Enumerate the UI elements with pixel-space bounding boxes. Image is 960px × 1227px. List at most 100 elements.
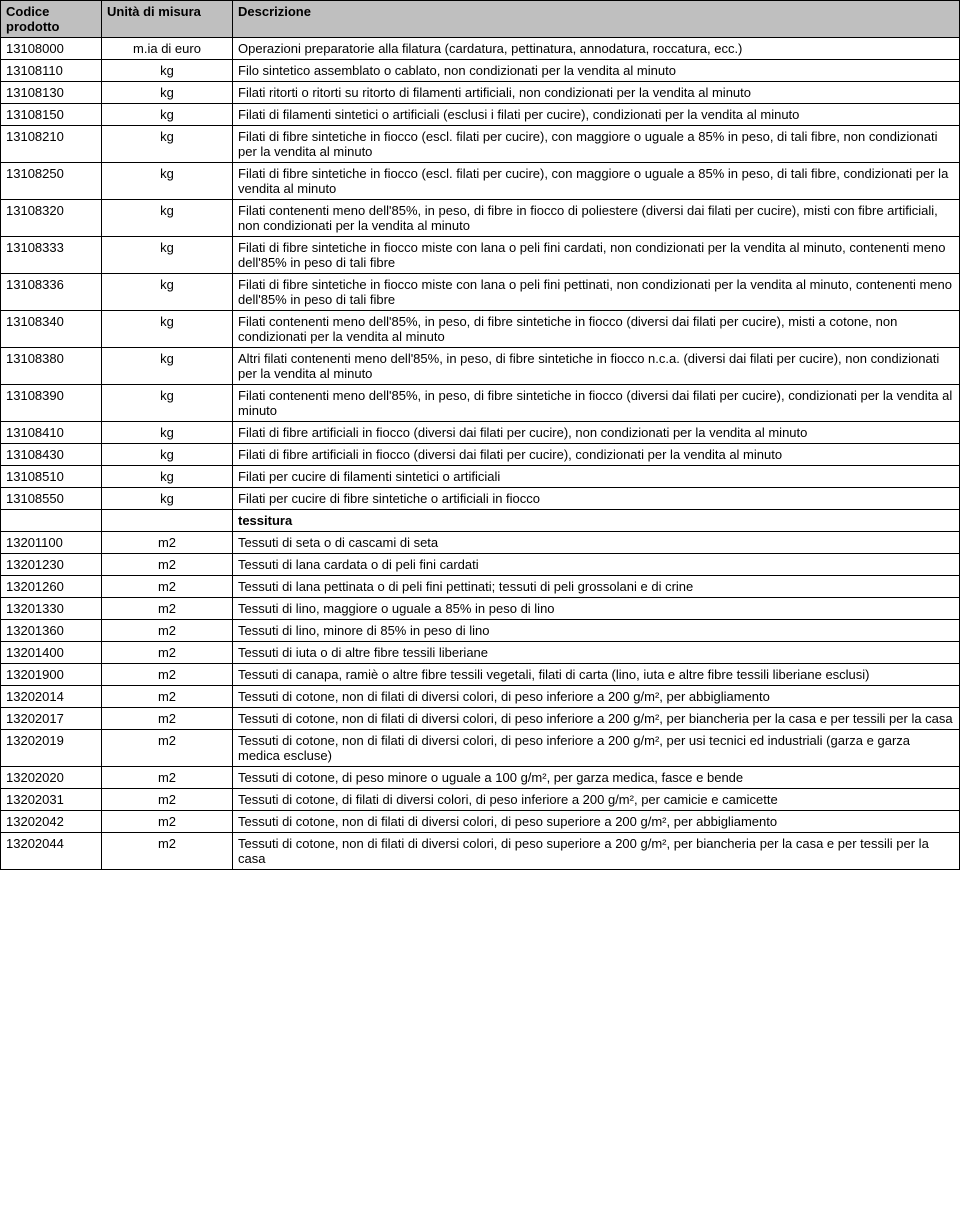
cell-code: 13108410 <box>1 422 102 444</box>
cell-unit: m2 <box>102 730 233 767</box>
table-row: 13108340kgFilati contenenti meno dell'85… <box>1 311 960 348</box>
cell-desc: Filati per cucire di filamenti sintetici… <box>233 466 960 488</box>
cell-unit: kg <box>102 385 233 422</box>
cell-desc: Tessuti di cotone, non di filati di dive… <box>233 811 960 833</box>
cell-desc: Filati contenenti meno dell'85%, in peso… <box>233 200 960 237</box>
table-row: 13201230m2Tessuti di lana cardata o di p… <box>1 554 960 576</box>
table-row: 13108390kgFilati contenenti meno dell'85… <box>1 385 960 422</box>
cell-code: 13108210 <box>1 126 102 163</box>
cell-unit: kg <box>102 126 233 163</box>
table-row: 13202020m2Tessuti di cotone, di peso min… <box>1 767 960 789</box>
cell-code: 13201100 <box>1 532 102 554</box>
table-row: 13108110kgFilo sintetico assemblato o ca… <box>1 60 960 82</box>
table-row: 13202014m2Tessuti di cotone, non di fila… <box>1 686 960 708</box>
table-row: 13108410kgFilati di fibre artificiali in… <box>1 422 960 444</box>
cell-desc: Filati di fibre sintetiche in fiocco (es… <box>233 163 960 200</box>
cell-unit: kg <box>102 104 233 126</box>
cell-unit: kg <box>102 60 233 82</box>
cell-desc: Tessuti di lana pettinata o di peli fini… <box>233 576 960 598</box>
header-desc: Descrizione <box>233 1 960 38</box>
cell-unit: kg <box>102 200 233 237</box>
cell-desc: Filati contenenti meno dell'85%, in peso… <box>233 311 960 348</box>
cell-desc: Tessuti di cotone, non di filati di dive… <box>233 708 960 730</box>
cell-unit: m2 <box>102 664 233 686</box>
cell-unit: kg <box>102 466 233 488</box>
cell-desc: Filati di fibre sintetiche in fiocco (es… <box>233 126 960 163</box>
cell-unit: kg <box>102 163 233 200</box>
cell-unit: m2 <box>102 532 233 554</box>
cell-code: 13108000 <box>1 38 102 60</box>
table-row: 13201100m2Tessuti di seta o di cascami d… <box>1 532 960 554</box>
cell-desc: Tessuti di iuta o di altre fibre tessili… <box>233 642 960 664</box>
table-row: 13201260m2Tessuti di lana pettinata o di… <box>1 576 960 598</box>
header-unit: Unità di misura <box>102 1 233 38</box>
cell-unit: kg <box>102 237 233 274</box>
cell-unit: m2 <box>102 811 233 833</box>
cell-desc: Operazioni preparatorie alla filatura (c… <box>233 38 960 60</box>
table-row: 13108000m.ia di euroOperazioni preparato… <box>1 38 960 60</box>
table-row: 13108430kgFilati di fibre artificiali in… <box>1 444 960 466</box>
cell-desc: tessitura <box>233 510 960 532</box>
table-row: 13108210kgFilati di fibre sintetiche in … <box>1 126 960 163</box>
table-row: 13108510kgFilati per cucire di filamenti… <box>1 466 960 488</box>
cell-unit: kg <box>102 311 233 348</box>
cell-code: 13202031 <box>1 789 102 811</box>
cell-code: 13202019 <box>1 730 102 767</box>
cell-desc: Filati di fibre sintetiche in fiocco mis… <box>233 237 960 274</box>
cell-unit: m2 <box>102 767 233 789</box>
cell-code: 13202042 <box>1 811 102 833</box>
cell-desc: Tessuti di lino, maggiore o uguale a 85%… <box>233 598 960 620</box>
cell-desc: Tessuti di cotone, di filati di diversi … <box>233 789 960 811</box>
table-row: 13201330m2Tessuti di lino, maggiore o ug… <box>1 598 960 620</box>
cell-code: 13108130 <box>1 82 102 104</box>
cell-unit: m2 <box>102 576 233 598</box>
cell-code: 13108380 <box>1 348 102 385</box>
cell-unit: kg <box>102 422 233 444</box>
table-row: 13201900m2Tessuti di canapa, ramiè o alt… <box>1 664 960 686</box>
table-row: 13108130kgFilati ritorti o ritorti su ri… <box>1 82 960 104</box>
cell-code: 13108320 <box>1 200 102 237</box>
cell-unit: kg <box>102 274 233 311</box>
table-row: 13202031m2Tessuti di cotone, di filati d… <box>1 789 960 811</box>
cell-code: 13201330 <box>1 598 102 620</box>
cell-code: 13108110 <box>1 60 102 82</box>
cell-unit: m2 <box>102 833 233 870</box>
cell-desc: Tessuti di cotone, non di filati di dive… <box>233 686 960 708</box>
table-row: 13108333kgFilati di fibre sintetiche in … <box>1 237 960 274</box>
table-row: 13202019m2Tessuti di cotone, non di fila… <box>1 730 960 767</box>
cell-code: 13201360 <box>1 620 102 642</box>
cell-code <box>1 510 102 532</box>
cell-code: 13202044 <box>1 833 102 870</box>
table-row: 13108550kgFilati per cucire di fibre sin… <box>1 488 960 510</box>
cell-code: 13108510 <box>1 466 102 488</box>
cell-desc: Filati per cucire di fibre sintetiche o … <box>233 488 960 510</box>
cell-code: 13201400 <box>1 642 102 664</box>
cell-unit: m2 <box>102 789 233 811</box>
cell-desc: Filati contenenti meno dell'85%, in peso… <box>233 385 960 422</box>
cell-code: 13201260 <box>1 576 102 598</box>
cell-desc: Tessuti di lana cardata o di peli fini c… <box>233 554 960 576</box>
table-row: 13108380kgAltri filati contenenti meno d… <box>1 348 960 385</box>
header-row: Codice prodotto Unità di misura Descrizi… <box>1 1 960 38</box>
cell-code: 13108340 <box>1 311 102 348</box>
table-row: tessitura <box>1 510 960 532</box>
cell-desc: Tessuti di canapa, ramiè o altre fibre t… <box>233 664 960 686</box>
cell-code: 13108390 <box>1 385 102 422</box>
cell-unit: kg <box>102 82 233 104</box>
cell-code: 13201900 <box>1 664 102 686</box>
table-row: 13202017m2Tessuti di cotone, non di fila… <box>1 708 960 730</box>
cell-unit: kg <box>102 348 233 385</box>
cell-unit: m.ia di euro <box>102 38 233 60</box>
cell-desc: Filati di fibre artificiali in fiocco (d… <box>233 444 960 466</box>
cell-desc: Tessuti di cotone, non di filati di dive… <box>233 833 960 870</box>
table-row: 13202044m2Tessuti di cotone, non di fila… <box>1 833 960 870</box>
cell-code: 13201230 <box>1 554 102 576</box>
cell-desc: Tessuti di seta o di cascami di seta <box>233 532 960 554</box>
cell-desc: Filati di fibre artificiali in fiocco (d… <box>233 422 960 444</box>
cell-unit: m2 <box>102 686 233 708</box>
cell-unit <box>102 510 233 532</box>
table-row: 13202042m2Tessuti di cotone, non di fila… <box>1 811 960 833</box>
table-row: 13108150kgFilati di filamenti sintetici … <box>1 104 960 126</box>
cell-code: 13202017 <box>1 708 102 730</box>
cell-unit: m2 <box>102 642 233 664</box>
